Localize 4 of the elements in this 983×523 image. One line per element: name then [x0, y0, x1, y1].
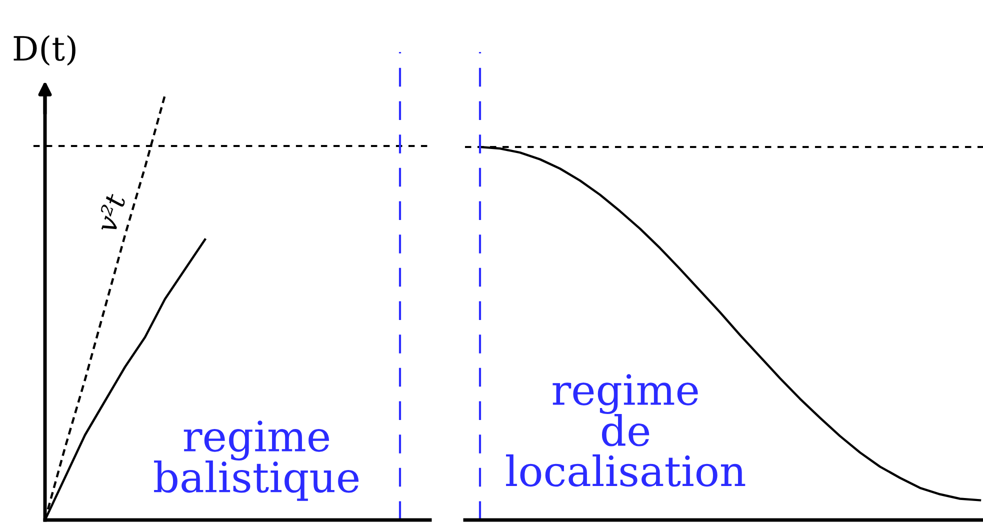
annotation: regime balistique — [154, 420, 359, 501]
y-axis-title: D(t) — [14, 35, 76, 66]
text: v²t — [95, 192, 126, 234]
annotation: regime de localisation — [506, 374, 746, 487]
